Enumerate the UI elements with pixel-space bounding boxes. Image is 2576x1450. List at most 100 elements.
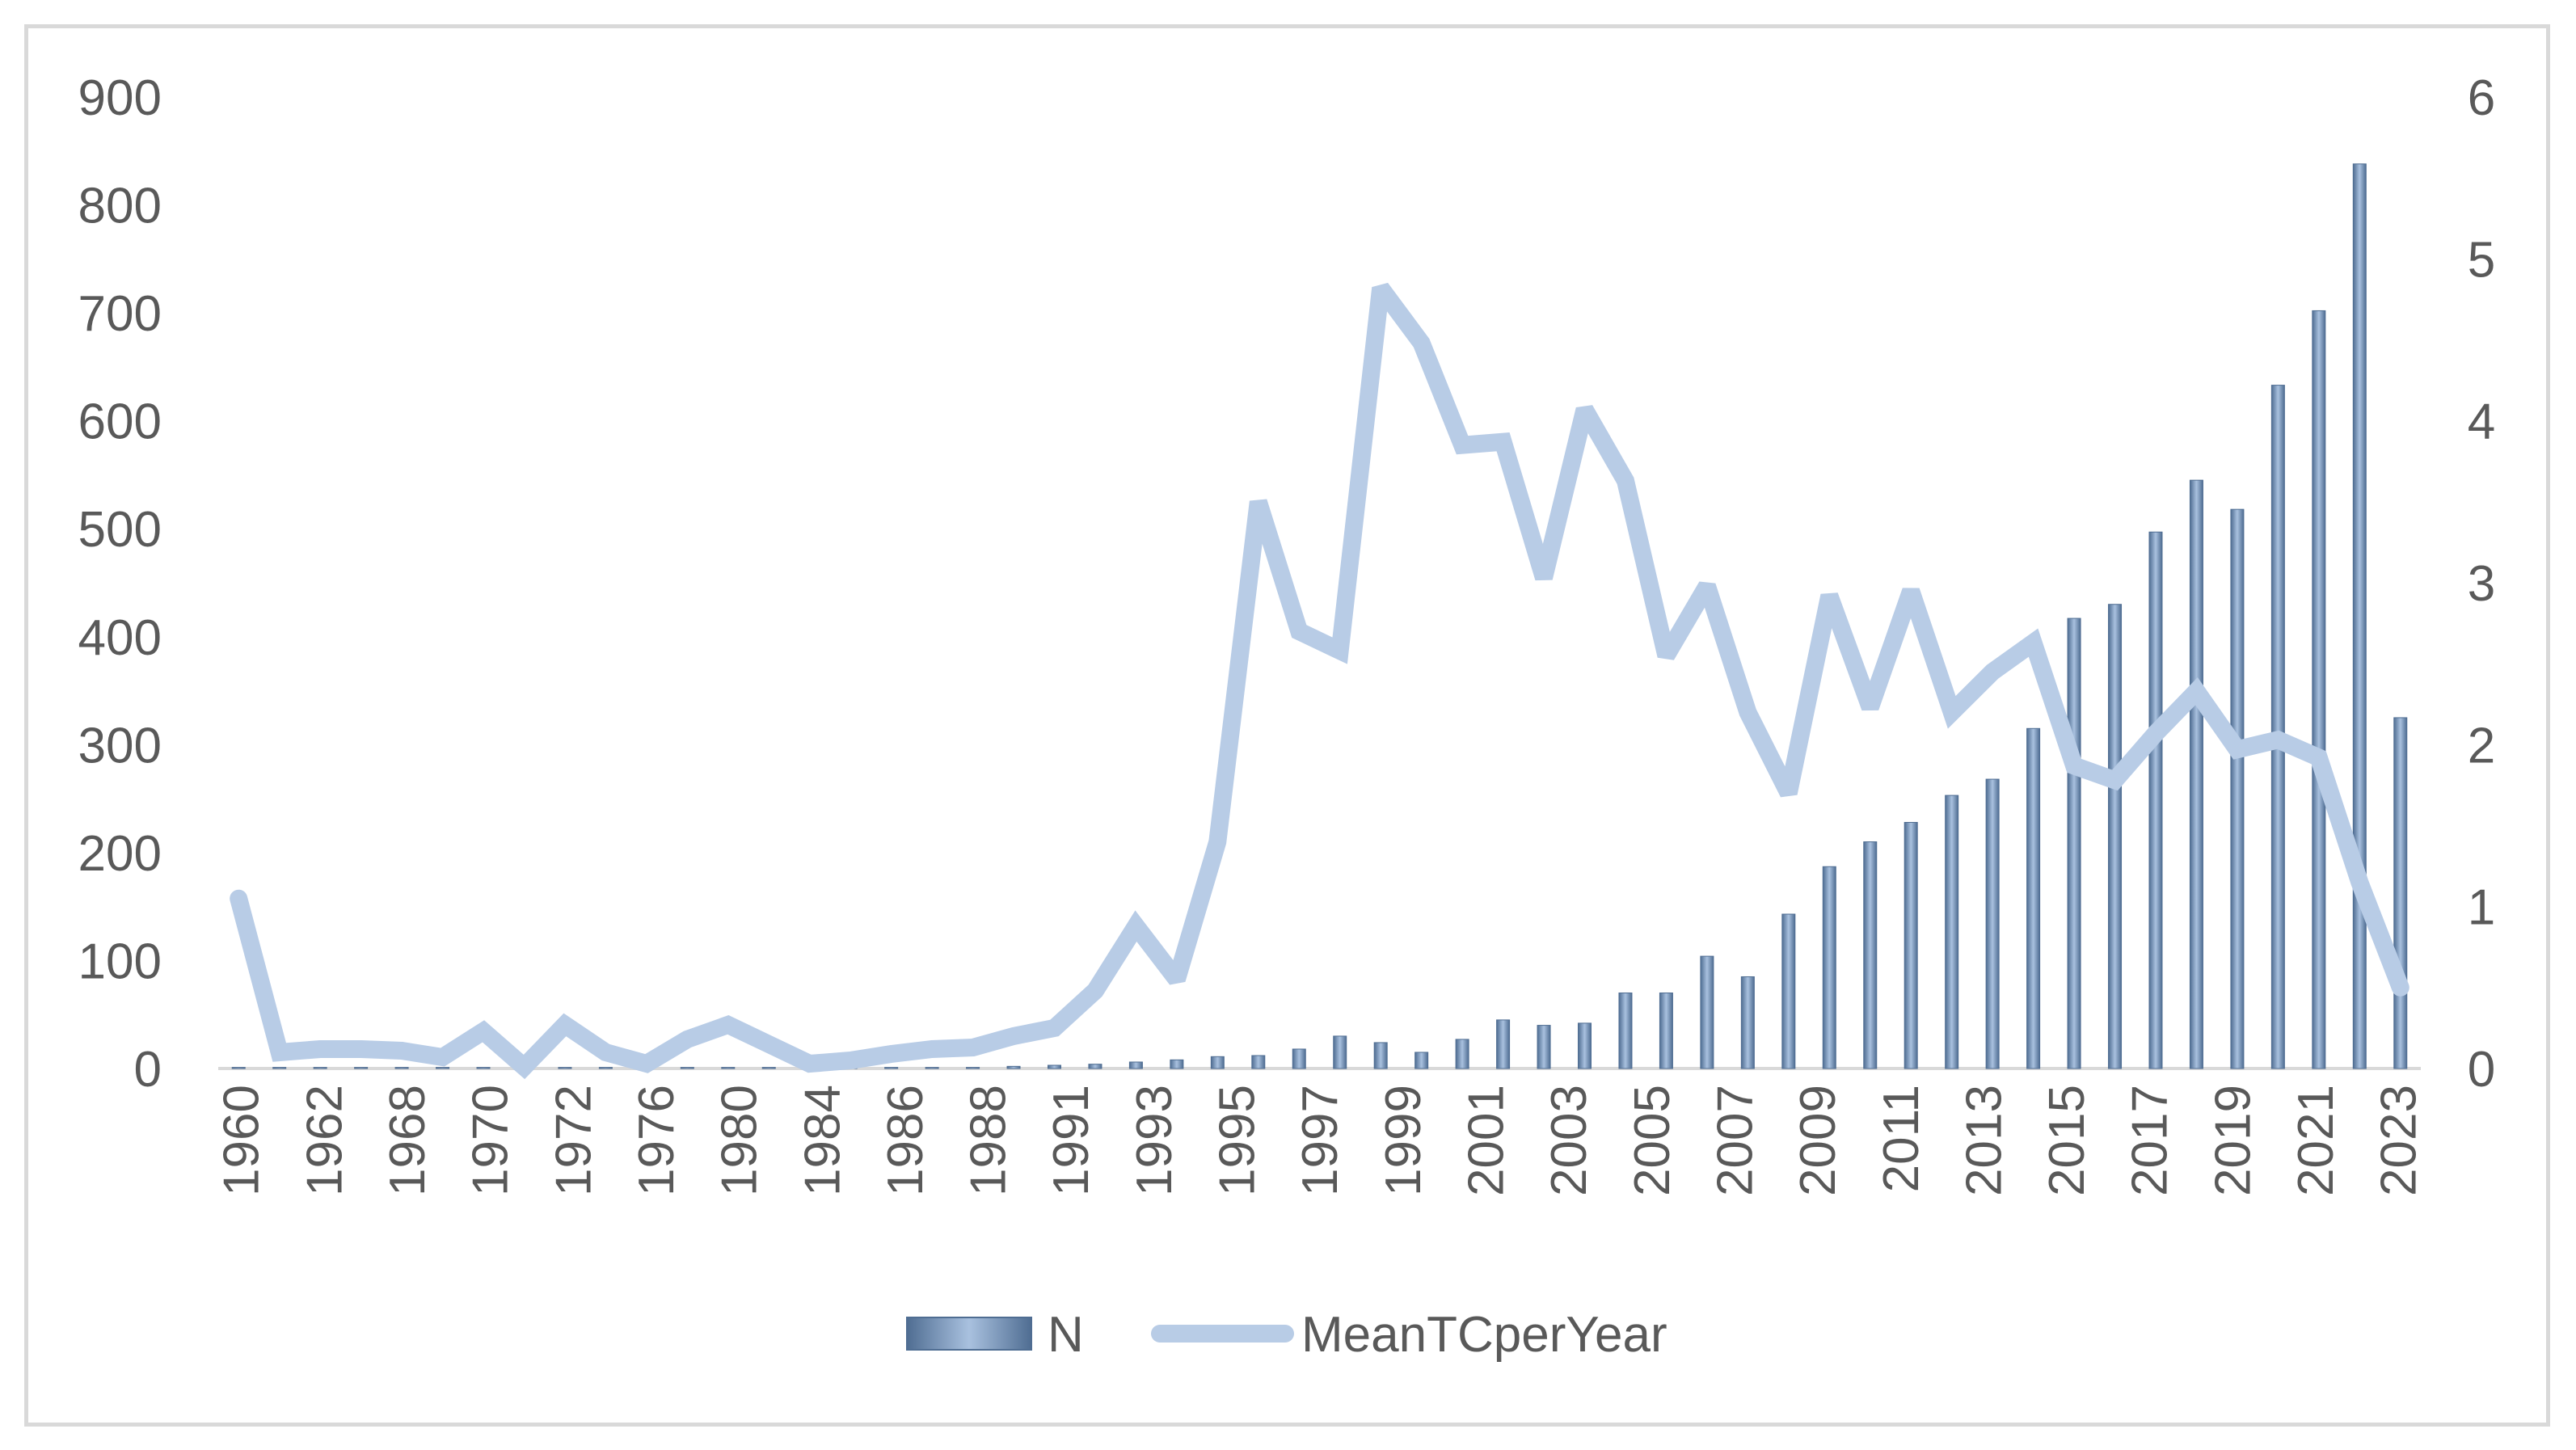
bar-2019 — [2230, 508, 2245, 1069]
x-axis-tick-label: 1986 — [878, 1085, 934, 1196]
legend: N MeanTCperYear — [906, 1307, 1667, 1363]
x-axis-tick-label: 1993 — [1127, 1085, 1183, 1196]
left-y-axis: 0 100 200 300 400 500 600 700 800 900 — [78, 70, 162, 1098]
x-axis-tick-label: 2023 — [2372, 1085, 2427, 1196]
x-axis-tick-label: 1991 — [1043, 1085, 1099, 1196]
left-axis-tick-label: 700 — [78, 286, 162, 342]
bar-1977 — [680, 1067, 694, 1069]
bar-2005 — [1659, 993, 1673, 1069]
bar-1997 — [1333, 1035, 1347, 1069]
bar-2000 — [1455, 1039, 1469, 1069]
x-axis-tick-label: 1984 — [795, 1085, 850, 1196]
bar-1992 — [1128, 1061, 1143, 1069]
left-axis-tick-label: 900 — [78, 70, 162, 126]
left-axis-tick-label: 400 — [78, 610, 162, 666]
bar-1972 — [558, 1067, 572, 1069]
bar-2007 — [1740, 976, 1755, 1069]
bar-2011 — [1904, 821, 1918, 1069]
x-axis-tick-label: 2009 — [1790, 1085, 1846, 1196]
x-axis-tick-label: 2007 — [1707, 1085, 1763, 1196]
x-axis-tick-label: 1968 — [380, 1085, 436, 1196]
left-axis-tick-label: 100 — [78, 934, 162, 989]
x-axis-tick-label: 2021 — [2288, 1085, 2344, 1196]
bar-2010 — [1863, 841, 1878, 1069]
line-series-meantcperyear — [230, 282, 2409, 1080]
bar-2001 — [1496, 1019, 1511, 1069]
left-axis-tick-label: 300 — [78, 718, 162, 773]
bar-2013 — [1985, 778, 2000, 1069]
bar-2020 — [2270, 385, 2285, 1069]
bar-2022 — [2352, 163, 2367, 1069]
x-axis-tick-label: 2005 — [1625, 1085, 1680, 1196]
left-axis-tick-label: 600 — [78, 394, 162, 450]
right-axis-tick-label: 6 — [2468, 70, 2495, 126]
bar-1970 — [476, 1067, 491, 1069]
bar-1982 — [761, 1067, 776, 1069]
bar-1994 — [1210, 1056, 1225, 1069]
x-axis-tick-label: 2001 — [1459, 1085, 1515, 1196]
bar-1991 — [1088, 1064, 1102, 1069]
x-axis-tick-label: 2017 — [2123, 1085, 2178, 1196]
bar-2012 — [1945, 795, 1959, 1069]
right-axis-tick-label: 3 — [2468, 556, 2495, 612]
x-axis-tick-label: 1988 — [961, 1085, 1017, 1196]
x-axis-tick-label: 2011 — [1874, 1085, 1929, 1192]
right-axis-tick-label: 5 — [2468, 232, 2495, 288]
x-axis-tick-label: 1995 — [1210, 1085, 1266, 1196]
bar-1993 — [1170, 1059, 1184, 1069]
x-axis-tick-label: 2013 — [1956, 1085, 2012, 1196]
bar-series-n — [231, 163, 2408, 1069]
x-axis-tick-label: 1960 — [214, 1085, 270, 1196]
x-axis-tick-label: 1997 — [1292, 1085, 1348, 1196]
bar-2009 — [1822, 866, 1836, 1069]
bar-2023 — [2393, 717, 2408, 1069]
x-axis-tick-label: 1976 — [629, 1085, 685, 1196]
bar-2014 — [2026, 727, 2041, 1069]
x-axis-tick-labels: 1960 1962 1968 1970 1972 1976 1980 1984 1986 1988… — [214, 1085, 2427, 1196]
bar-2002 — [1537, 1025, 1551, 1069]
bar-1960 — [231, 1067, 246, 1069]
legend-label-meantcperyear: MeanTCperYear — [1301, 1307, 1667, 1363]
bar-1987 — [925, 1067, 939, 1069]
x-axis-tick-label: 2015 — [2039, 1085, 2095, 1196]
right-y-axis: 0 1 2 3 4 5 6 — [2468, 70, 2495, 1098]
bar-2006 — [1700, 955, 1714, 1069]
x-axis-tick-label: 1999 — [1376, 1085, 1431, 1196]
bar-1990 — [1047, 1064, 1061, 1069]
bar-1961 — [272, 1067, 287, 1069]
bar-2003 — [1578, 1022, 1592, 1069]
bar-1996 — [1292, 1048, 1306, 1069]
bar-2015 — [2067, 618, 2081, 1069]
chart-frame — [24, 24, 2550, 1427]
left-axis-tick-label: 0 — [134, 1042, 162, 1098]
x-axis-tick-label: 1972 — [546, 1085, 601, 1196]
right-axis-tick-label: 2 — [2468, 718, 2495, 773]
bar-2004 — [1618, 993, 1633, 1069]
left-axis-tick-label: 200 — [78, 826, 162, 882]
legend-swatch-n — [906, 1317, 1032, 1351]
legend-label-n: N — [1048, 1307, 1084, 1363]
x-axis-tick-label: 2003 — [1541, 1085, 1597, 1196]
right-axis-tick-label: 4 — [2468, 394, 2495, 450]
right-axis-tick-label: 0 — [2468, 1042, 2495, 1098]
bar-1968 — [394, 1067, 409, 1069]
x-axis-tick-label: 2019 — [2205, 1085, 2261, 1196]
bar-1995 — [1251, 1055, 1266, 1069]
bar-2008 — [1781, 913, 1796, 1069]
bar-1966 — [354, 1067, 369, 1069]
bar-1969 — [436, 1067, 450, 1069]
bar-1980 — [721, 1067, 736, 1069]
bar-1986 — [884, 1067, 899, 1069]
bar-1989 — [1006, 1065, 1021, 1069]
x-axis-tick-label: 1970 — [463, 1085, 519, 1196]
bar-1962 — [313, 1067, 327, 1069]
x-axis-tick-label: 1980 — [712, 1085, 768, 1196]
bar-2017 — [2148, 531, 2163, 1069]
bar-1974 — [598, 1067, 613, 1069]
x-axis-tick-label: 1962 — [297, 1085, 352, 1196]
left-axis-tick-label: 500 — [78, 502, 162, 558]
bar-2021 — [2312, 310, 2326, 1069]
right-axis-tick-label: 1 — [2468, 880, 2495, 936]
left-axis-tick-label: 800 — [78, 179, 162, 234]
